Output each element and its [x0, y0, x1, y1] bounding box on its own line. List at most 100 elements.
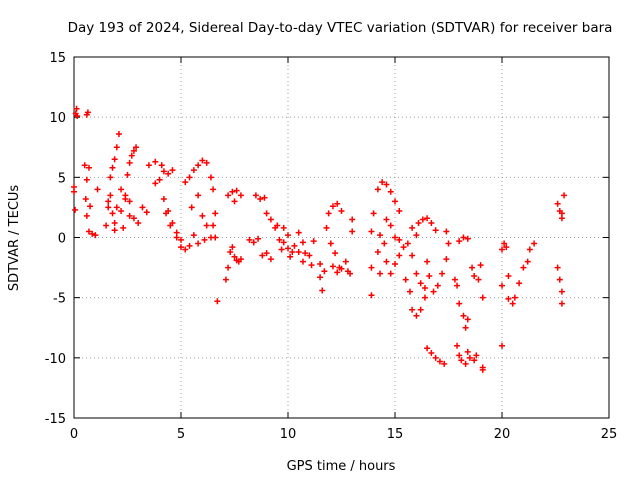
- data-point: [182, 246, 189, 253]
- data-point: [222, 276, 229, 283]
- data-point: [252, 192, 259, 199]
- data-point: [503, 244, 510, 251]
- data-point: [342, 258, 349, 265]
- data-point: [347, 270, 354, 277]
- data-point: [120, 224, 127, 231]
- data-point: [317, 260, 324, 267]
- data-point: [285, 232, 291, 239]
- data-point: [212, 210, 219, 217]
- data-point: [92, 232, 99, 239]
- data-point: [462, 360, 469, 367]
- data-point: [83, 176, 90, 183]
- data-point: [387, 270, 394, 277]
- data-point: [426, 273, 433, 280]
- data-point: [499, 342, 505, 349]
- data-point: [210, 186, 217, 193]
- data-point: [109, 210, 116, 217]
- data-point: [531, 240, 538, 247]
- data-point: [413, 312, 420, 319]
- data-point: [250, 239, 257, 246]
- data-point: [186, 174, 193, 181]
- data-point: [334, 269, 341, 276]
- data-point: [190, 167, 197, 174]
- data-point: [454, 342, 461, 349]
- data-point: [160, 195, 167, 202]
- y-tick-label: -10: [45, 352, 66, 367]
- data-point: [111, 227, 118, 234]
- data-point: [107, 192, 114, 199]
- data-point: [299, 239, 306, 246]
- x-tick-label: 20: [494, 427, 511, 442]
- data-point: [280, 224, 287, 231]
- data-point: [430, 288, 437, 295]
- data-point: [124, 171, 131, 178]
- data-point: [85, 164, 92, 171]
- data-point: [255, 235, 262, 242]
- data-point: [178, 244, 184, 251]
- data-point: [105, 198, 112, 205]
- data-point: [210, 222, 217, 229]
- x-tick-label: 10: [280, 427, 297, 442]
- data-point: [520, 264, 527, 271]
- data-point: [329, 263, 336, 270]
- data-point: [199, 212, 206, 219]
- data-point: [432, 227, 439, 234]
- data-point: [475, 276, 482, 283]
- data-point: [436, 358, 443, 365]
- data-point: [103, 222, 110, 229]
- y-axis-label: SDTVAR / TECUs: [7, 185, 22, 292]
- chart-title: Day 193 of 2024, Sidereal Day-to-day VTE…: [68, 20, 613, 36]
- data-point: [71, 188, 77, 195]
- data-point: [404, 240, 411, 247]
- data-point: [317, 274, 324, 281]
- data-point: [82, 195, 89, 202]
- data-points: [71, 105, 568, 373]
- data-point: [381, 240, 388, 247]
- data-point: [505, 295, 512, 302]
- data-point: [338, 265, 345, 272]
- data-point: [169, 167, 176, 174]
- data-point: [396, 252, 403, 259]
- data-point: [443, 256, 450, 263]
- data-point: [464, 235, 471, 242]
- data-point: [434, 282, 441, 289]
- data-point: [443, 228, 450, 235]
- data-point: [454, 282, 461, 289]
- data-point: [561, 192, 568, 199]
- data-point: [203, 222, 210, 229]
- data-point: [558, 288, 565, 295]
- data-point: [145, 162, 152, 169]
- data-point: [231, 198, 238, 205]
- data-point: [383, 258, 390, 265]
- data-point: [263, 210, 270, 217]
- data-point: [432, 354, 439, 361]
- data-point: [160, 168, 167, 175]
- data-point: [109, 164, 116, 171]
- data-point: [308, 262, 315, 269]
- data-point: [460, 312, 467, 319]
- y-tick-label: 15: [49, 51, 66, 66]
- data-point: [413, 270, 420, 277]
- data-point: [130, 215, 137, 222]
- plot-frame: [73, 56, 610, 419]
- data-point: [428, 220, 435, 227]
- data-point: [377, 270, 384, 277]
- data-point: [421, 294, 428, 301]
- axis-ticks: 0 5 10 15 20 25 -15 -10 -5 0 5 10 15: [45, 51, 618, 442]
- data-point: [419, 216, 426, 223]
- data-point: [152, 180, 159, 187]
- data-point: [156, 176, 163, 183]
- data-point: [349, 216, 356, 223]
- data-point: [302, 250, 309, 257]
- data-point: [439, 270, 446, 277]
- data-point: [261, 194, 268, 201]
- data-point: [464, 316, 471, 323]
- data-point: [167, 222, 174, 229]
- data-point: [505, 273, 512, 280]
- data-point: [178, 236, 184, 243]
- data-point: [558, 210, 565, 217]
- data-point: [107, 174, 114, 181]
- data-point: [233, 187, 240, 194]
- data-point: [368, 292, 375, 299]
- data-point: [387, 188, 394, 195]
